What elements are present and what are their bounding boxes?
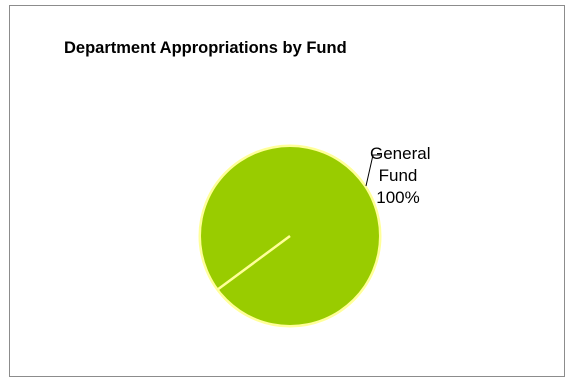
slice-label-general-fund: General Fund 100%: [370, 143, 431, 209]
slice-label-line-1: General: [370, 144, 431, 163]
pie-outline: [198, 144, 382, 328]
slice-leader-line: [365, 154, 380, 187]
slice-label-percent: 100%: [376, 188, 420, 207]
slice-label-line-2: Fund: [378, 166, 418, 185]
chart-title: Department Appropriations by Fund: [64, 39, 347, 57]
pie-slice-boundary: [216, 234, 291, 292]
